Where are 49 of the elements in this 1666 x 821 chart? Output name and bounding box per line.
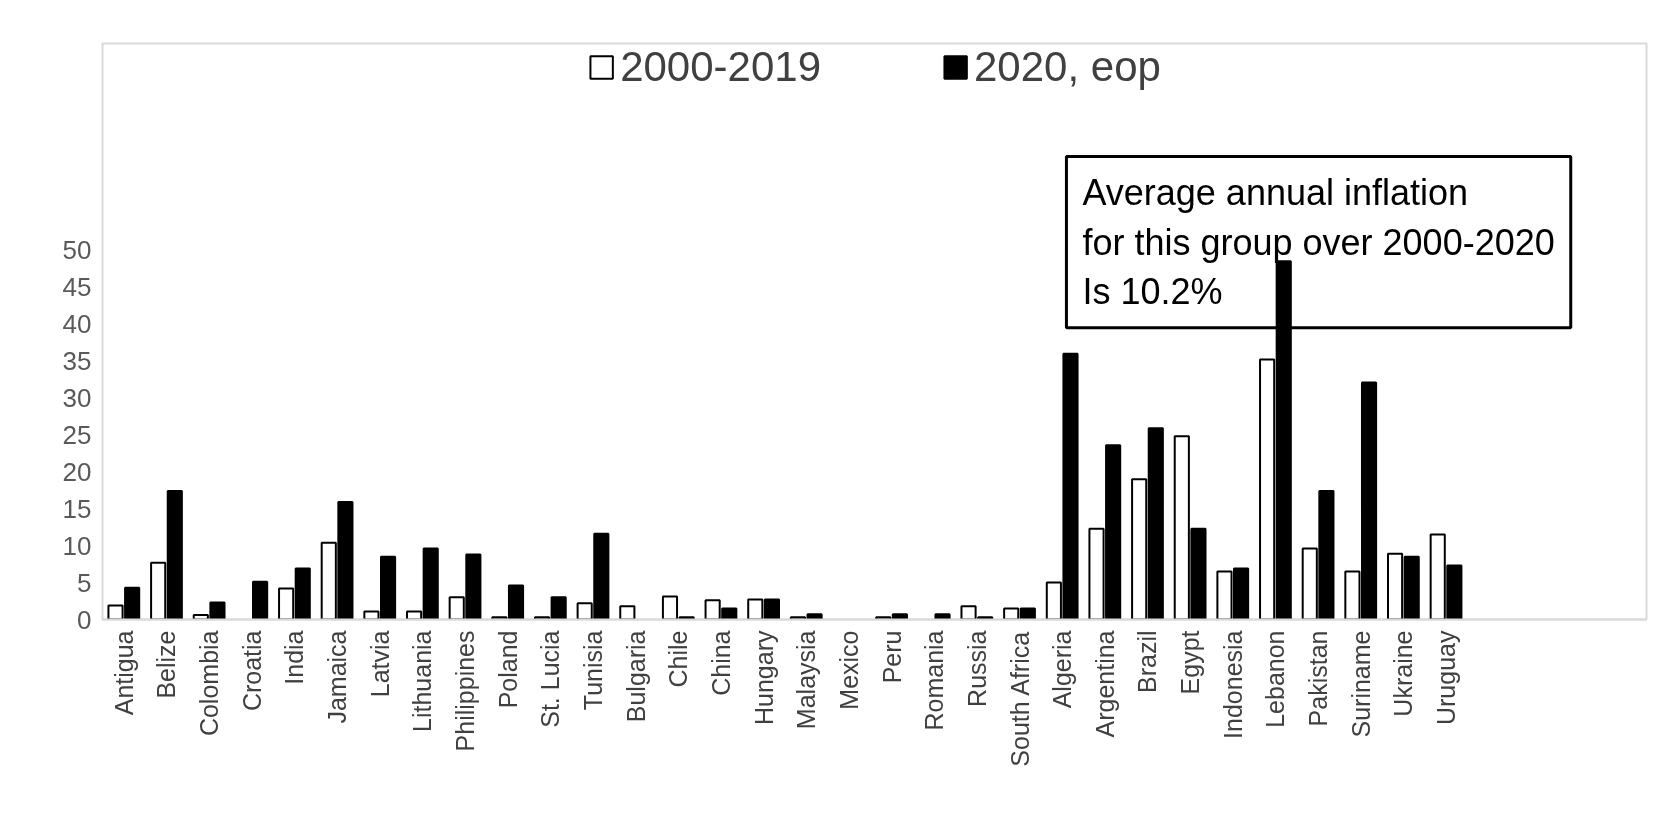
x-tick-label: Malaysia xyxy=(792,630,821,730)
x-tick-label: Algeria xyxy=(1048,630,1077,709)
legend-label: 2020, eop xyxy=(974,43,1161,91)
y-tick-label: 40 xyxy=(62,309,92,340)
x-tick-label: Antigua xyxy=(109,630,138,716)
x-tick-label: Romania xyxy=(920,630,949,731)
y-tick-label: 15 xyxy=(62,493,92,524)
y-tick-label: 25 xyxy=(62,419,92,450)
x-tick-label: Uruguay xyxy=(1432,630,1461,725)
x-tick-label: St. Lucia xyxy=(536,630,565,728)
y-tick-label: 45 xyxy=(62,272,92,303)
y-tick-label: 20 xyxy=(62,456,92,487)
x-tick-label: Bulgaria xyxy=(621,630,650,723)
x-tick-label: South Africa xyxy=(1005,631,1034,767)
x-tick-label: Egypt xyxy=(1176,630,1205,695)
x-tick-label: Mexico xyxy=(834,630,863,710)
x-tick-label: Chile xyxy=(664,630,693,688)
y-tick-label: 10 xyxy=(62,530,92,561)
x-tick-label: Philippines xyxy=(451,630,480,752)
x-tick-label: Lebanon xyxy=(1261,630,1290,728)
x-tick-label: Indonesia xyxy=(1218,630,1247,739)
y-tick-label: 35 xyxy=(62,346,92,377)
x-tick-label: Peru xyxy=(877,630,906,684)
y-tick-label: 5 xyxy=(77,567,92,598)
x-tick-label: Russia xyxy=(962,630,991,707)
bar xyxy=(934,613,951,620)
x-tick-label: China xyxy=(706,630,735,696)
x-tick-label: Brazil xyxy=(1133,630,1162,694)
x-tick-label: Pakistan xyxy=(1304,630,1333,727)
x-tick-label: Latvia xyxy=(365,630,394,698)
y-tick-label: 30 xyxy=(62,382,92,413)
bar xyxy=(252,580,269,620)
x-tick-label: Tunisia xyxy=(579,630,607,711)
y-tick-label: 0 xyxy=(77,604,92,635)
x-tick-label: Lithuania xyxy=(408,630,437,732)
x-tick-label: Argentina xyxy=(1090,630,1119,738)
y-tick-label: 50 xyxy=(62,235,92,266)
x-tick-label: Belize xyxy=(152,630,181,699)
x-tick-label: Jamaica xyxy=(323,630,352,724)
bar xyxy=(619,605,636,620)
x-tick-label: Suriname xyxy=(1346,630,1375,738)
x-tick-label: Croatia xyxy=(237,630,266,712)
x-tick-label: Colombia xyxy=(195,630,224,737)
x-tick-label: Poland xyxy=(493,630,522,709)
x-tick-label: India xyxy=(280,630,309,685)
x-tick-label: Hungary xyxy=(749,630,778,725)
legend-label: 2000-2019 xyxy=(620,43,821,91)
annotation: Average annual inflation for this group over 2000-2020 Is 10.2% xyxy=(1082,172,1555,312)
x-tick-label: Ukraine xyxy=(1389,630,1418,717)
